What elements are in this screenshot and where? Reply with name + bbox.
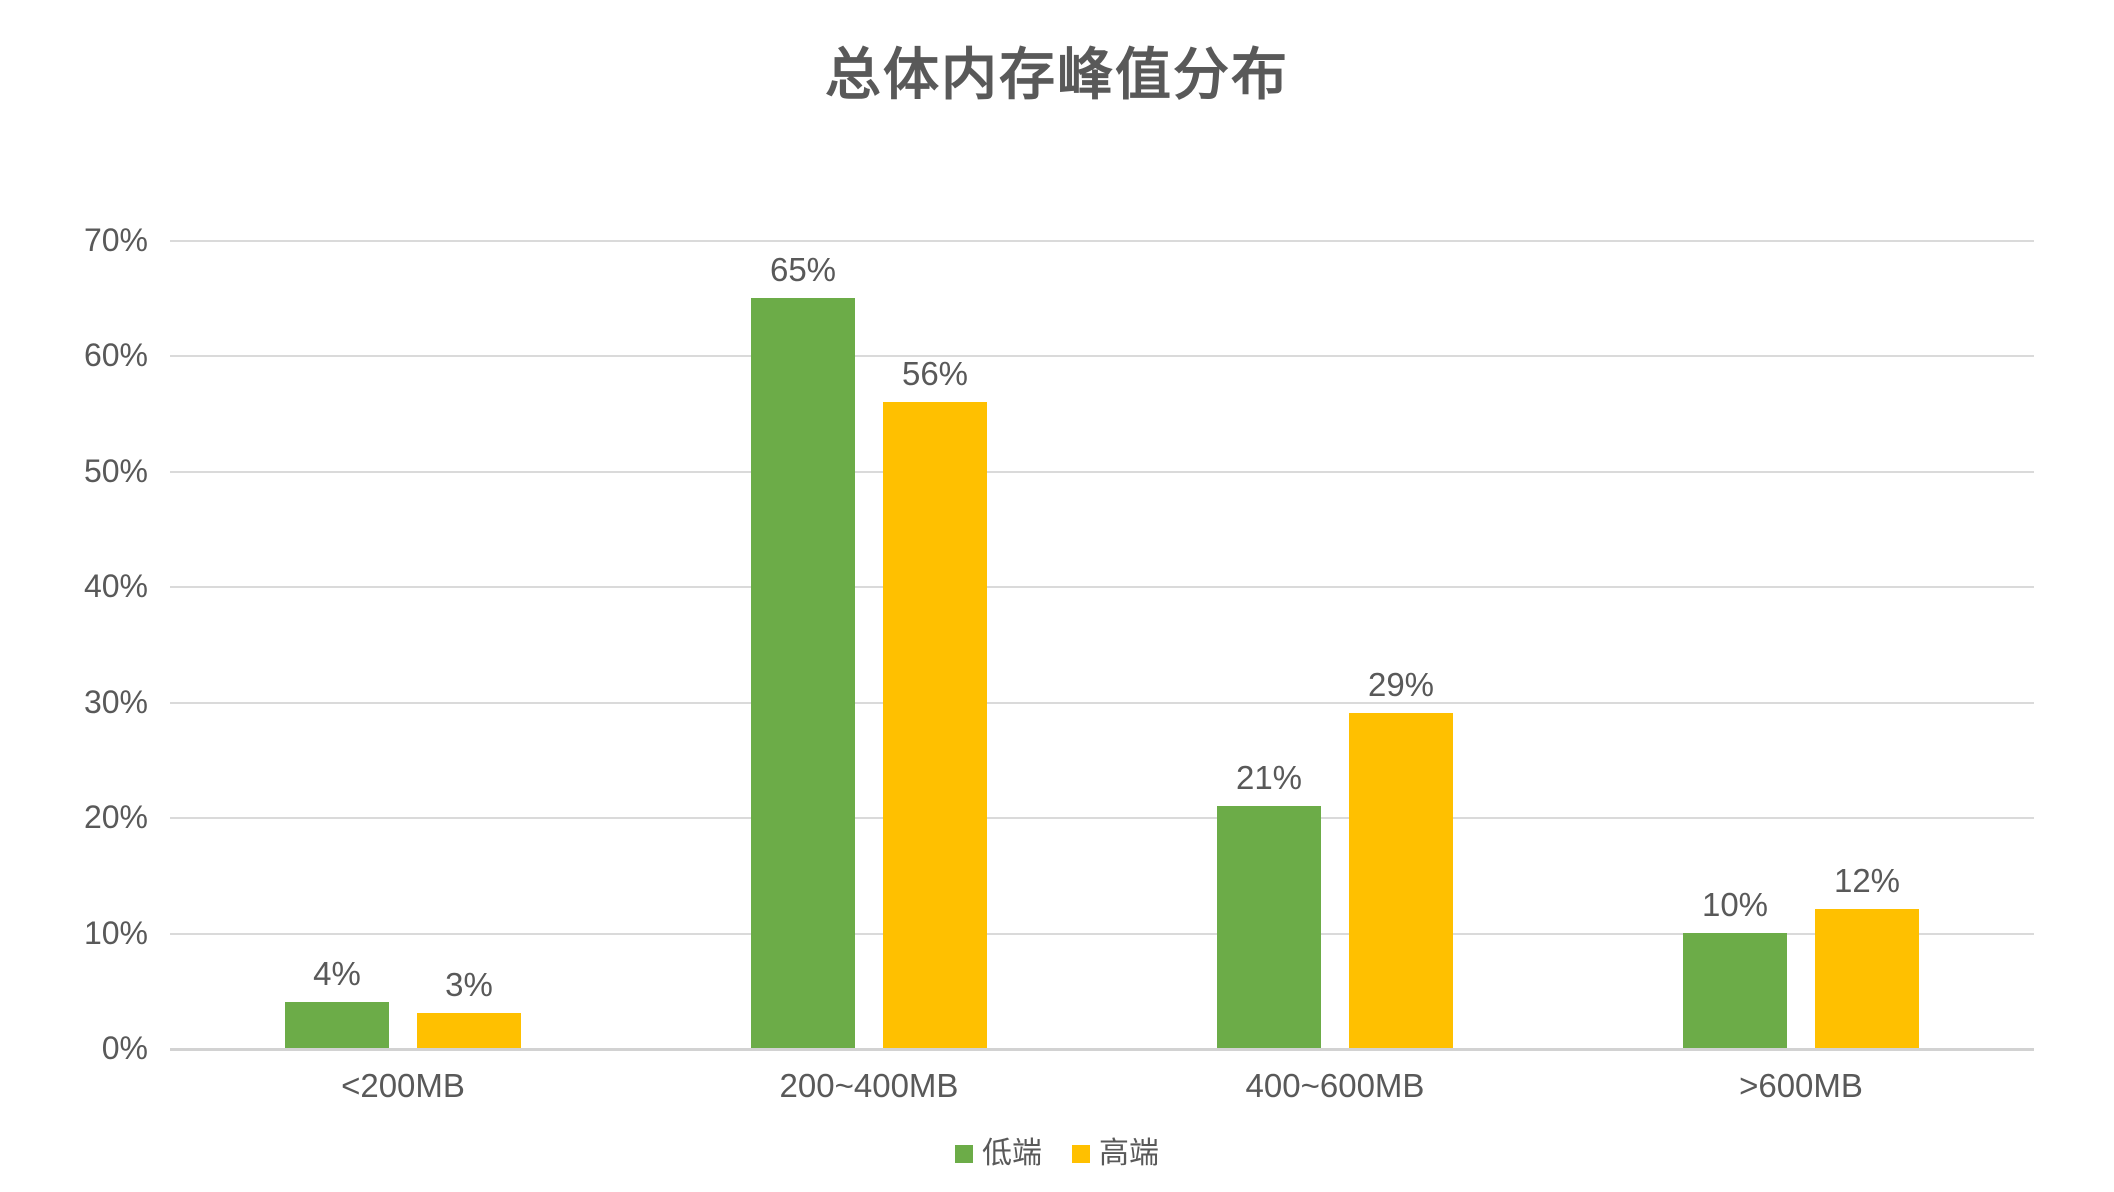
x-axis-line xyxy=(170,1048,2034,1051)
bar-低端 xyxy=(751,297,855,1048)
bar-value-label: 21% xyxy=(1235,758,1303,796)
gridline xyxy=(170,817,2034,820)
legend-item-高端: 高端 xyxy=(1072,1136,1159,1172)
y-axis-tick-label: 70% xyxy=(83,222,148,258)
bar-高端 xyxy=(1815,909,1919,1048)
category-label: <200MB xyxy=(341,1067,465,1104)
legend-label: 高端 xyxy=(1099,1137,1159,1170)
gridline xyxy=(170,701,2034,704)
y-axis-tick-label: 20% xyxy=(83,799,148,836)
bar-低端 xyxy=(1217,805,1321,1048)
bar-value-label: 29% xyxy=(1367,666,1435,704)
gridline xyxy=(170,932,2034,935)
legend-swatch-icon xyxy=(955,1145,973,1163)
bar-低端 xyxy=(285,1001,389,1048)
y-axis-tick-label: 30% xyxy=(83,683,148,720)
chart-title: 总体内存峰值分布 xyxy=(825,43,1289,106)
y-axis-tick-label: 0% xyxy=(101,1030,148,1066)
legend: 低端 高端 xyxy=(0,1136,2114,1172)
category-label: 200~400MB xyxy=(779,1067,959,1104)
bar-value-label: 56% xyxy=(901,354,969,392)
bar-高端 xyxy=(1349,713,1453,1048)
category-label: >600MB xyxy=(1739,1067,1863,1104)
legend-swatch-icon xyxy=(1072,1145,1090,1163)
legend-label: 低端 xyxy=(982,1137,1042,1170)
category-label: 400~600MB xyxy=(1245,1067,1425,1104)
legend-item-低端: 低端 xyxy=(955,1136,1042,1172)
bar-value-label: 65% xyxy=(769,250,837,288)
bar-低端 xyxy=(1683,932,1787,1048)
y-axis-tick-label: 50% xyxy=(83,452,148,489)
y-axis-tick-label: 60% xyxy=(83,337,148,374)
bar-value-label: 3% xyxy=(445,966,493,1004)
y-axis-tick-label: 10% xyxy=(83,914,148,951)
y-axis-tick-label: 40% xyxy=(83,568,148,605)
gridline xyxy=(170,240,2034,242)
gridline xyxy=(170,355,2034,358)
bar-value-label: 10% xyxy=(1701,885,1769,923)
bar-value-label: 12% xyxy=(1833,862,1901,900)
gridline xyxy=(170,586,2034,589)
gridline xyxy=(170,470,2034,473)
bar-高端 xyxy=(417,1013,521,1048)
bar-value-label: 4% xyxy=(313,954,361,992)
bar-高端 xyxy=(883,401,987,1048)
